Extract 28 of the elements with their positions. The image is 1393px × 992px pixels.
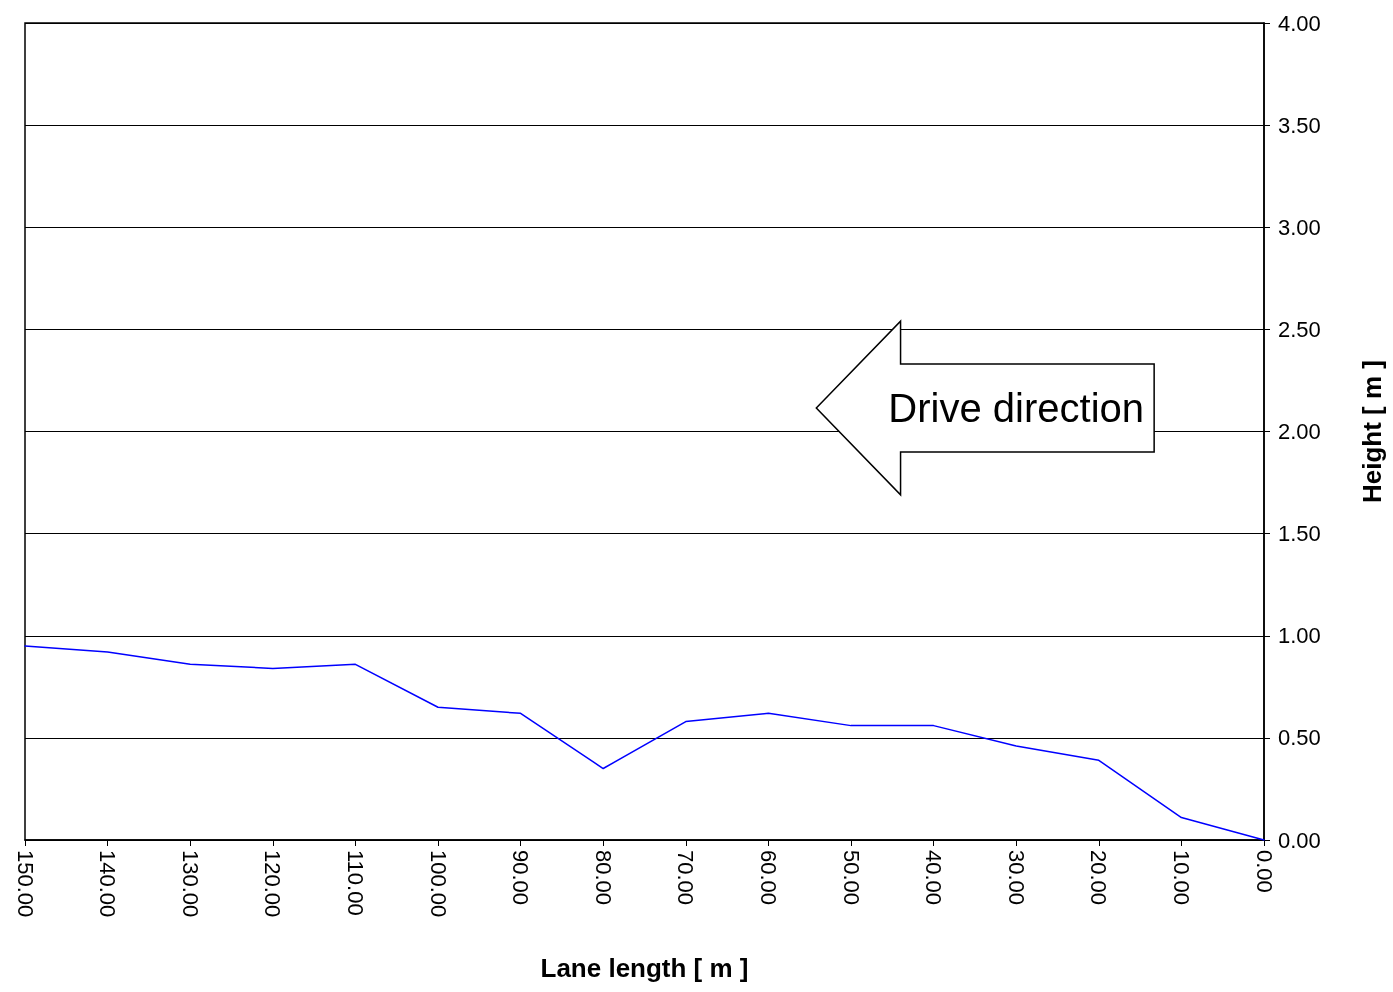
y-tick-label: 0.50 [1278, 725, 1321, 751]
x-axis-title: Lane length [ m ] [540, 953, 749, 983]
y-tick-label: 2.50 [1278, 316, 1321, 342]
x-tick-label: 90.00 [508, 850, 534, 906]
x-tick-label: 140.00 [95, 850, 121, 918]
x-tick-label: 70.00 [673, 850, 699, 906]
x-tick-label: 20.00 [1086, 850, 1112, 906]
y-tick-label: 0.00 [1278, 827, 1321, 853]
x-tick-label: 120.00 [260, 850, 286, 918]
x-tick-label: 150.00 [12, 850, 38, 918]
x-tick-label: 0.00 [1251, 850, 1277, 893]
y-tick-label: 4.00 [1278, 10, 1321, 36]
x-tick-label: 60.00 [755, 850, 781, 906]
x-tick-label: 10.00 [1168, 850, 1194, 906]
x-tick-label: 30.00 [1003, 850, 1029, 906]
x-tick-label: 50.00 [838, 850, 864, 906]
x-tick-label: 40.00 [921, 850, 947, 906]
y-tick-label: 1.50 [1278, 521, 1321, 547]
annotation: Drive direction [888, 386, 1145, 431]
x-tick-label: 110.00 [342, 850, 368, 916]
y-tick-label: 3.00 [1278, 214, 1321, 240]
y-tick-label: 3.50 [1278, 112, 1321, 138]
x-tick-label: 130.00 [177, 850, 203, 918]
x-tick-label: 80.00 [590, 850, 616, 906]
y-tick-label: 2.00 [1278, 419, 1321, 444]
y-tick-label: 1.00 [1278, 623, 1321, 649]
y-axis-title: Height [ m ] [1357, 360, 1387, 503]
x-tick-label: 100.00 [425, 850, 451, 918]
